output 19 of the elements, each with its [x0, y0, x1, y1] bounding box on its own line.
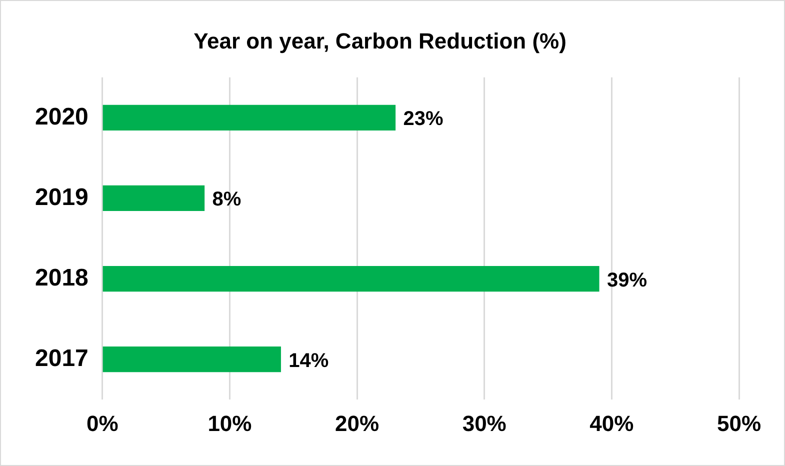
chart-title: Year on year, Carbon Reduction (%) — [194, 28, 566, 54]
x-tick-label: 10% — [208, 410, 252, 436]
x-tick-label: 0% — [86, 410, 118, 436]
data-label: 14% — [288, 350, 329, 372]
data-label: 8% — [212, 188, 242, 211]
x-tick-label: 20% — [335, 410, 380, 436]
x-tick-label: 30% — [462, 410, 506, 436]
y-tick-label: 2018 — [35, 264, 88, 292]
data-label: 23% — [403, 108, 444, 130]
y-tick-label: 2017 — [35, 344, 88, 372]
x-tick-label: 40% — [590, 410, 634, 436]
bar — [102, 104, 396, 131]
data-label: 39% — [606, 269, 648, 292]
y-tick-label: 2019 — [35, 184, 88, 211]
x-tick-label: 50% — [716, 410, 762, 436]
bar — [102, 346, 281, 372]
bar — [102, 266, 600, 292]
y-tick-label: 2020 — [35, 103, 88, 130]
bar — [102, 185, 205, 212]
